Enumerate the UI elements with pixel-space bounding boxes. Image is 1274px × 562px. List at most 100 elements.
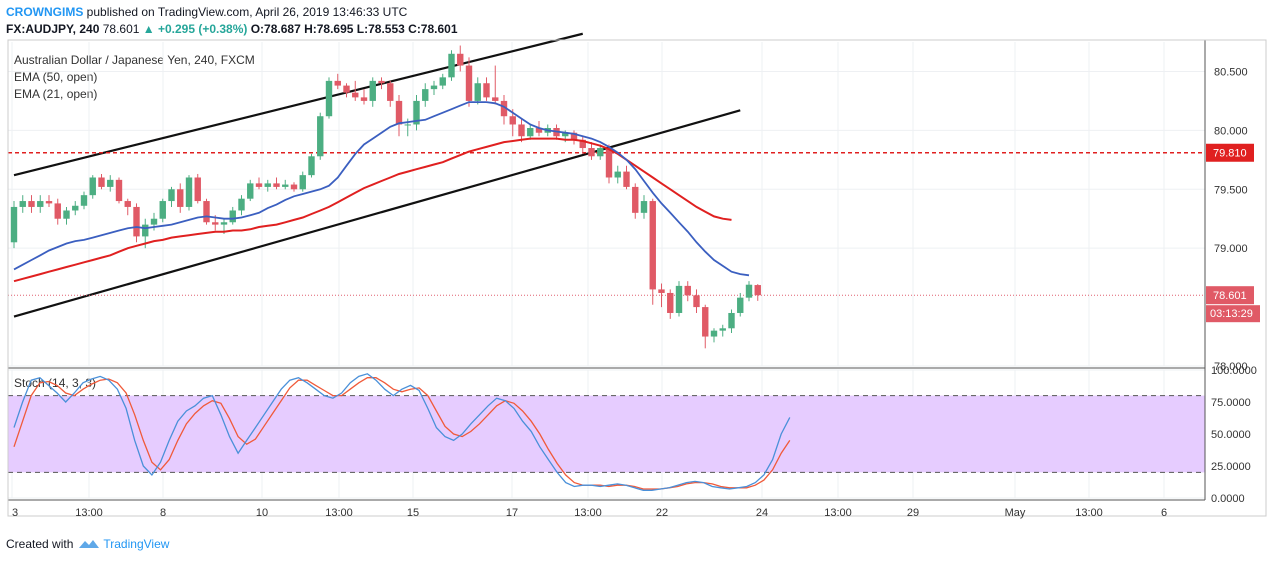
candle-body bbox=[562, 132, 569, 137]
candle-body bbox=[614, 171, 621, 178]
stoch-axis[interactable]: 100.0000 75.0000 50.0000 25.0000 0.0000 bbox=[1211, 365, 1257, 505]
candle-body bbox=[37, 201, 44, 207]
stoch-tick-label: 25.0000 bbox=[1211, 461, 1251, 473]
candle-body bbox=[658, 289, 665, 293]
candle-body bbox=[413, 100, 420, 125]
time-axis[interactable]: 3 13:00 8 10 13:00 15 17 13:00 22 24 13:00 29 May 13:… bbox=[12, 507, 1167, 519]
candle bbox=[387, 80, 394, 107]
candle bbox=[72, 201, 79, 216]
candle-body bbox=[457, 53, 464, 66]
candle bbox=[159, 198, 166, 223]
ema21-line[interactable] bbox=[13, 101, 750, 277]
candle-body bbox=[28, 201, 35, 207]
time-tick-label: 13:00 bbox=[574, 507, 602, 519]
candle-body bbox=[404, 124, 411, 126]
candle-body bbox=[89, 177, 96, 196]
ema50-legend[interactable]: EMA (50, open) bbox=[14, 70, 98, 84]
candle bbox=[369, 77, 376, 107]
candle bbox=[45, 195, 53, 207]
candle bbox=[448, 50, 455, 81]
candle-body bbox=[212, 222, 219, 225]
time-tick-label: 17 bbox=[506, 507, 518, 519]
candle-body bbox=[19, 201, 26, 207]
candle bbox=[185, 175, 193, 211]
candle-body bbox=[282, 184, 289, 187]
candle-body bbox=[98, 177, 105, 187]
footer: Created with TradingView bbox=[6, 537, 169, 551]
candle-body bbox=[325, 80, 333, 117]
symbol-label: FX:AUDJPY, 240 bbox=[6, 22, 100, 36]
candle bbox=[719, 324, 726, 337]
candle-body bbox=[597, 148, 604, 157]
stoch-tick-label: 0.0000 bbox=[1211, 493, 1245, 505]
candle-body bbox=[465, 65, 473, 101]
tradingview-logo-icon bbox=[79, 540, 100, 548]
candle-body bbox=[535, 128, 543, 133]
stoch-tick-label: 50.0000 bbox=[1211, 429, 1251, 441]
candle-body bbox=[142, 224, 149, 237]
candle bbox=[465, 57, 473, 107]
candle-body bbox=[308, 156, 315, 176]
ema21-legend[interactable]: EMA (21, open) bbox=[14, 87, 98, 101]
candle bbox=[247, 179, 254, 202]
candle bbox=[693, 289, 700, 313]
candle-body bbox=[238, 198, 245, 211]
candle-body bbox=[124, 201, 131, 207]
candle bbox=[334, 73, 341, 90]
candle bbox=[745, 281, 753, 302]
stoch-tick-label: 75.0000 bbox=[1211, 397, 1251, 409]
channel-upper-trendline bbox=[13, 32, 584, 177]
candle bbox=[133, 203, 140, 243]
candle bbox=[177, 183, 184, 213]
candle-body bbox=[168, 189, 175, 202]
candle-body bbox=[667, 292, 674, 313]
chart-frame bbox=[7, 39, 1267, 517]
time-tick-label: 13:00 bbox=[824, 507, 852, 519]
time-tick-label: 10 bbox=[256, 507, 268, 519]
price-tick-label: 80.000 bbox=[1214, 125, 1248, 137]
countdown-tag-text: 03:13:29 bbox=[1210, 308, 1253, 320]
stoch-tick-label: 100.0000 bbox=[1211, 365, 1257, 377]
candle bbox=[728, 309, 735, 334]
candle-body bbox=[369, 80, 376, 101]
candle-body bbox=[185, 177, 193, 207]
trendlines[interactable] bbox=[13, 32, 741, 318]
candle-body bbox=[702, 307, 709, 337]
candle bbox=[649, 198, 656, 305]
candle-body bbox=[649, 201, 656, 290]
candle-body bbox=[247, 183, 254, 199]
time-tick-label: 29 bbox=[907, 507, 919, 519]
candle-body bbox=[588, 148, 595, 157]
candle bbox=[168, 186, 175, 207]
candle-body bbox=[448, 53, 455, 78]
candle bbox=[483, 77, 490, 101]
candle-body bbox=[360, 97, 368, 101]
symbol-quote: FX:AUDJPY, 240 78.601 ▲ +0.295 (+0.38%) … bbox=[6, 22, 458, 36]
time-tick-label: 13:00 bbox=[75, 507, 103, 519]
candle bbox=[527, 124, 534, 140]
time-tick-label: 22 bbox=[656, 507, 668, 519]
candle bbox=[658, 283, 665, 308]
candle-body bbox=[273, 183, 280, 187]
candle bbox=[115, 177, 123, 204]
candle-body bbox=[317, 116, 324, 157]
candle-body bbox=[115, 179, 123, 202]
stoch-k-line[interactable] bbox=[13, 373, 791, 491]
author-name[interactable]: CROWNGIMS bbox=[6, 5, 84, 19]
level-price-tag-text: 79.810 bbox=[1213, 148, 1247, 160]
price-axis[interactable]: 80.500 80.000 79.500 79.000 78.000 bbox=[1214, 66, 1248, 373]
candle-body bbox=[474, 83, 481, 101]
candle-body bbox=[133, 206, 140, 237]
price-tick-label: 79.000 bbox=[1214, 243, 1248, 255]
candle-body bbox=[107, 179, 114, 187]
candle bbox=[28, 195, 35, 213]
candle-body bbox=[378, 80, 385, 84]
price-tick-label: 80.500 bbox=[1214, 66, 1248, 78]
candle-body bbox=[220, 222, 228, 225]
tradingview-brand[interactable]: TradingView bbox=[103, 537, 170, 551]
ema50-line[interactable] bbox=[13, 137, 732, 283]
instrument-legend: Australian Dollar / Japanese Yen, 240, F… bbox=[14, 53, 255, 67]
candle bbox=[238, 195, 245, 216]
candle-body bbox=[10, 206, 18, 243]
